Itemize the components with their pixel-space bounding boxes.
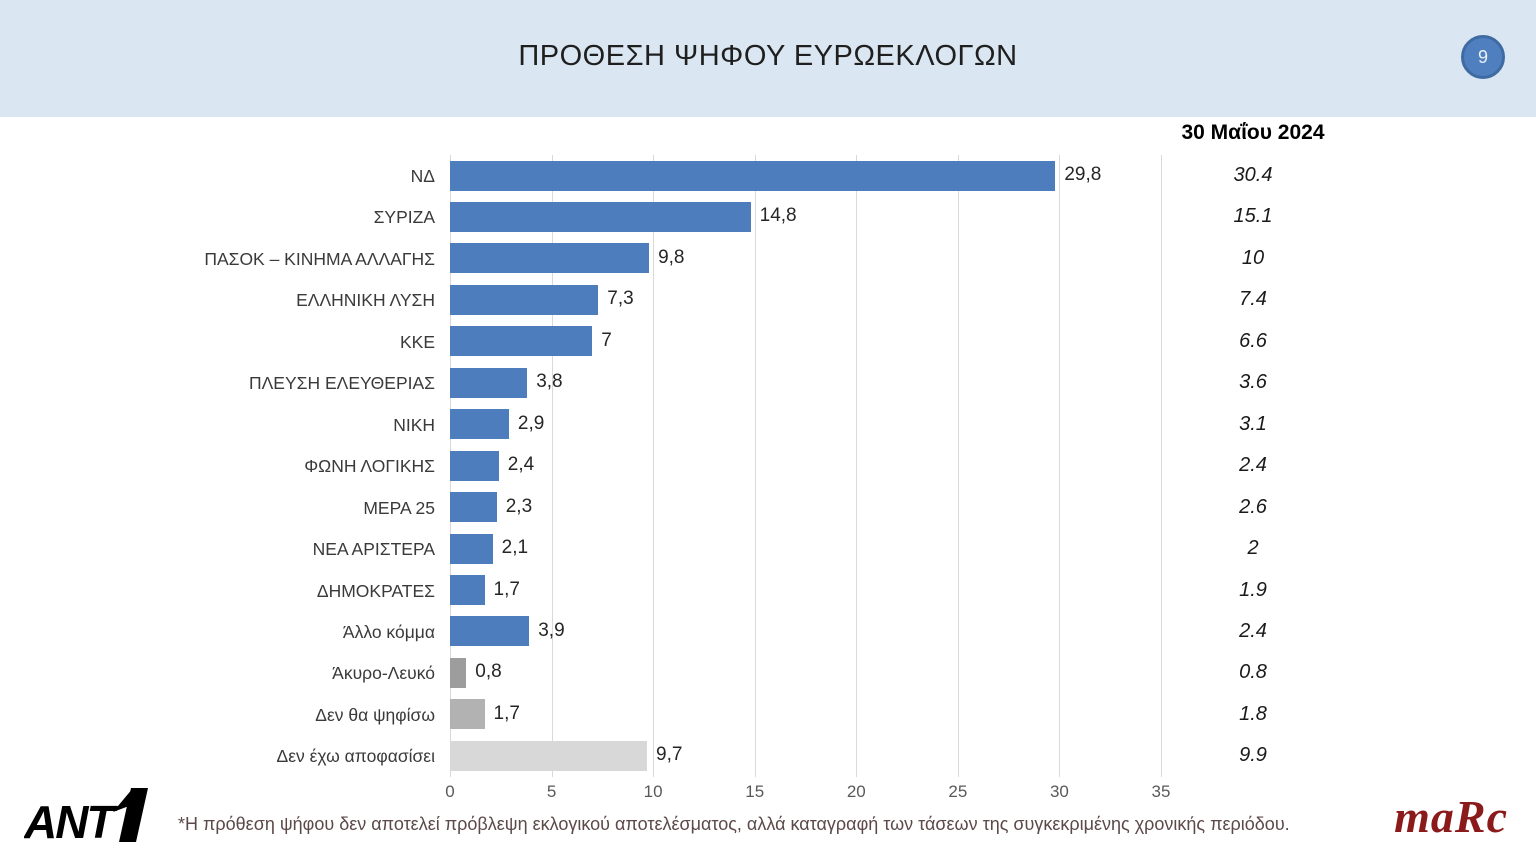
axis-tick-label: 20 [846, 782, 866, 801]
bar-value-label: 29,8 [1064, 164, 1102, 185]
bar [450, 657, 467, 688]
category-label: Δεν έχω αποφασίσει [276, 746, 435, 767]
category-label: ΕΛΛΗΝΙΚΗ ΛΥΣΗ [296, 290, 435, 311]
comparison-value: 2.4 [1239, 619, 1267, 642]
category-label: ΜΕΡΑ 25 [363, 497, 435, 518]
gridline [856, 155, 858, 777]
category-label: ΝΙΚΗ [393, 414, 435, 435]
bar-value-label: 3,8 [536, 371, 563, 393]
bar-value-label: 7,3 [607, 288, 634, 310]
comparison-value: 6.6 [1239, 329, 1267, 352]
category-label: Δεν θα ψηφίσω [315, 704, 435, 725]
comparison-value: 2.4 [1239, 454, 1267, 477]
comparison-value: 2 [1247, 537, 1259, 560]
bar [450, 326, 593, 357]
gridline [1059, 155, 1061, 777]
bar [450, 450, 499, 481]
bar-value-label: 2,4 [507, 454, 535, 476]
gridline [653, 155, 655, 777]
bar [450, 740, 648, 771]
comparison-value: 30.4 [1233, 164, 1273, 186]
bar [450, 160, 1056, 191]
category-label: ΦΩΝΗ ΛΟΓΙΚΗΣ [304, 456, 435, 477]
bar-value-label: 3,9 [538, 619, 565, 641]
bar-value-label: 0,8 [475, 661, 502, 683]
category-label: ΣΥΡΙΖΑ [373, 207, 435, 228]
gridline [957, 155, 959, 777]
ant1-logo-text: ANT [24, 796, 118, 848]
category-label: ΠΛΕΥΣΗ ΕΛΕΥΘΕΡΙΑΣ [248, 373, 435, 394]
bar [450, 492, 497, 523]
ant1-logo: ANT [24, 788, 148, 848]
category-label: ΝΕΑ ΑΡΙΣΤΕΡΑ [312, 539, 435, 560]
axis-tick-label: 10 [643, 782, 663, 801]
ant1-logo-one-flag [113, 788, 133, 812]
bar-value-label: 7 [601, 329, 612, 351]
gridline [754, 155, 756, 777]
bar [450, 243, 650, 274]
page-number: 9 [1477, 46, 1488, 67]
bar [450, 367, 528, 398]
gridline [1161, 155, 1162, 777]
bar-value-label: 2,3 [505, 495, 533, 517]
axis-tick-label: 30 [1049, 782, 1069, 801]
comparison-value: 15.1 [1233, 205, 1273, 228]
bar [450, 409, 509, 440]
footnote: *Η πρόθεση ψήφου δεν αποτελεί πρόβλεψη ε… [178, 814, 1290, 834]
bar [450, 533, 493, 564]
comparison-value: 9.9 [1239, 744, 1267, 767]
category-label: Άκυρο-Λευκό [332, 663, 435, 684]
comparison-value: 1.9 [1239, 578, 1267, 601]
category-label: Άλλο κόμμα [342, 621, 435, 642]
bar [450, 201, 751, 232]
axis-tick-label: 35 [1151, 782, 1171, 801]
comparison-value: 7.4 [1239, 288, 1267, 311]
bar-value-label: 1,7 [493, 578, 520, 600]
category-label: ΔΗΜΟΚΡΑΤΕΣ [316, 580, 435, 601]
axis-tick-label: 25 [948, 782, 968, 801]
bar [450, 616, 530, 647]
bar-value-label: 1,7 [493, 702, 520, 724]
comparison-value: 0.8 [1239, 661, 1267, 684]
bar-value-label: 9,8 [658, 246, 685, 268]
bar-value-label: 2,1 [501, 537, 529, 559]
axis-tick-label: 0 [445, 782, 455, 801]
page-title: ΠΡΟΘΕΣΗ ΨΗΦΟΥ ΕΥΡΩΕΚΛΟΓΩΝ [518, 40, 1018, 72]
comparison-value: 3.6 [1239, 371, 1267, 394]
header-band [0, 0, 1536, 117]
category-label: ΠΑΣΟΚ – ΚΙΝΗΜΑ ΑΛΛΑΓΗΣ [204, 248, 435, 269]
comparison-value: 10 [1241, 246, 1265, 269]
category-label: ΝΔ [410, 166, 435, 186]
page-number-badge: 9 [1461, 35, 1505, 79]
axis-tick-label: 5 [546, 782, 557, 801]
gridline [551, 155, 553, 777]
comparison-value: 3.1 [1239, 412, 1267, 435]
bar-value-label: 14,8 [759, 205, 797, 227]
comparison-value: 1.8 [1239, 702, 1267, 725]
category-label: ΚΚΕ [399, 331, 435, 352]
bar-value-label: 9,7 [656, 744, 683, 766]
ant1-logo-one-stem [119, 788, 148, 842]
bar [450, 699, 485, 730]
bar [450, 575, 485, 605]
comparison-column-header: 30 Μαΐου 2024 [1181, 121, 1325, 144]
comparison-value: 2.6 [1239, 495, 1267, 518]
axis-tick-label: 15 [745, 782, 765, 801]
bar [450, 284, 599, 315]
marc-logo: maRc [1394, 791, 1508, 842]
bar-value-label: 2,9 [517, 412, 545, 434]
